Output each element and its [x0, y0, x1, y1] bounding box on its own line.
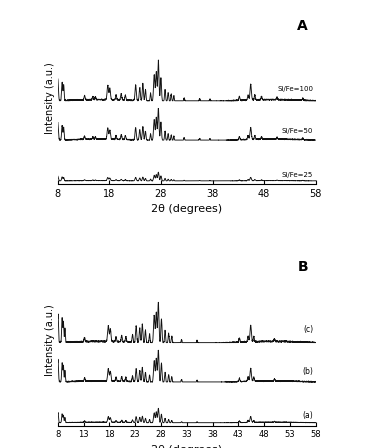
Text: A: A [297, 18, 308, 33]
X-axis label: 2θ (degrees): 2θ (degrees) [151, 204, 222, 214]
Y-axis label: Intensity (a.u.): Intensity (a.u.) [45, 63, 55, 134]
X-axis label: 2θ (degrees): 2θ (degrees) [151, 445, 222, 448]
Text: Si/Fe=25: Si/Fe=25 [282, 172, 313, 178]
Text: Si/Fe=100: Si/Fe=100 [277, 86, 313, 92]
Text: (b): (b) [302, 367, 313, 376]
Text: (c): (c) [303, 325, 313, 334]
Text: B: B [297, 260, 308, 274]
Text: (a): (a) [302, 411, 313, 420]
Text: Si/Fe=50: Si/Fe=50 [282, 128, 313, 134]
Y-axis label: Intensity (a.u.): Intensity (a.u.) [45, 305, 55, 376]
